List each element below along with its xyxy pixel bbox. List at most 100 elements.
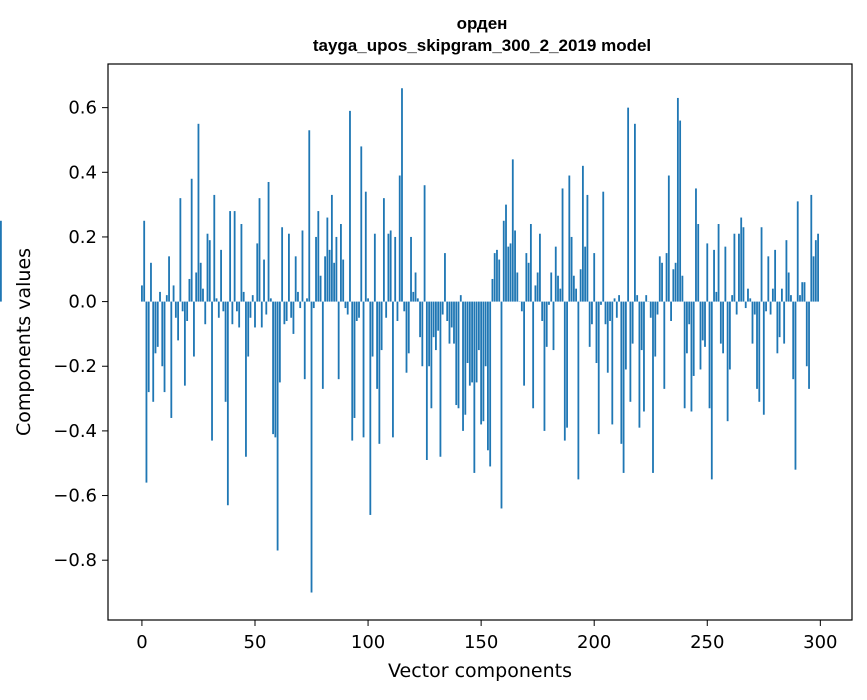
bar — [338, 302, 340, 380]
bar — [602, 192, 604, 302]
bar — [672, 269, 674, 301]
bar — [788, 273, 790, 302]
bar — [609, 302, 611, 321]
bar — [220, 250, 222, 302]
bar — [324, 256, 326, 301]
bar — [256, 243, 258, 301]
bar — [478, 302, 480, 350]
bar — [720, 302, 722, 344]
bar — [758, 302, 760, 402]
bar — [779, 302, 781, 338]
bar — [774, 250, 776, 302]
bar — [0, 221, 2, 302]
bar — [808, 302, 810, 389]
bar — [804, 282, 806, 301]
bar — [442, 302, 444, 315]
bar — [781, 289, 783, 302]
bar — [150, 263, 152, 302]
bar — [333, 263, 335, 302]
bar — [625, 302, 627, 370]
bar — [437, 302, 439, 331]
bar — [173, 285, 175, 301]
bar — [277, 302, 279, 551]
bar — [469, 302, 471, 386]
bar — [247, 302, 249, 357]
bar — [270, 298, 272, 301]
bar — [186, 302, 188, 321]
bar — [168, 256, 170, 301]
bar — [306, 298, 308, 301]
bar — [358, 302, 360, 318]
bar — [482, 302, 484, 422]
bar — [177, 302, 179, 341]
bar — [557, 276, 559, 302]
bar — [770, 302, 772, 315]
bar — [157, 302, 159, 347]
bar — [252, 295, 254, 301]
bar — [265, 302, 267, 315]
bar — [218, 302, 220, 318]
bar — [555, 247, 557, 302]
bar — [589, 302, 591, 347]
bar — [458, 302, 460, 409]
bar — [695, 188, 697, 301]
bar — [607, 302, 609, 373]
bar — [688, 302, 690, 325]
bar — [772, 289, 774, 302]
bar — [331, 195, 333, 302]
bar — [426, 302, 428, 460]
bar — [654, 302, 656, 357]
bar — [731, 295, 733, 301]
bar — [322, 302, 324, 389]
bar — [189, 279, 191, 302]
bar — [313, 302, 315, 308]
bar — [406, 302, 408, 373]
bar — [666, 253, 668, 301]
bar — [598, 302, 600, 435]
bar — [525, 253, 527, 301]
bar — [727, 302, 729, 422]
bar — [198, 124, 200, 302]
bar — [700, 302, 702, 370]
bar — [148, 302, 150, 393]
bar — [532, 302, 534, 409]
x-tick-label: 250 — [690, 632, 724, 653]
bar — [639, 302, 641, 428]
chart-title: орден — [457, 14, 508, 33]
bar — [383, 198, 385, 301]
bar — [587, 195, 589, 302]
bar — [541, 302, 543, 321]
bar — [295, 256, 297, 301]
bar — [365, 192, 367, 302]
bar — [143, 221, 145, 302]
bar — [702, 302, 704, 341]
x-axis-label: Vector components — [388, 660, 572, 682]
x-tick-label: 200 — [577, 632, 611, 653]
x-tick-label: 300 — [803, 632, 837, 653]
bar — [216, 298, 218, 301]
bar — [290, 302, 292, 318]
bar — [792, 302, 794, 380]
bar — [152, 302, 154, 402]
bar — [304, 302, 306, 380]
bar — [806, 302, 808, 367]
bar — [645, 295, 647, 301]
bar — [799, 295, 801, 301]
bar — [734, 234, 736, 302]
bar — [614, 298, 616, 301]
bar — [795, 302, 797, 470]
bar — [311, 302, 313, 593]
bar — [259, 198, 261, 301]
bar — [164, 302, 166, 393]
bar — [754, 302, 756, 315]
bar — [724, 247, 726, 302]
bar — [155, 302, 157, 354]
bar — [661, 263, 663, 302]
bar — [268, 182, 270, 302]
bar — [376, 302, 378, 389]
bar — [200, 263, 202, 302]
bar — [415, 273, 417, 302]
bar — [378, 302, 380, 444]
bar — [505, 205, 507, 302]
bar — [360, 146, 362, 301]
